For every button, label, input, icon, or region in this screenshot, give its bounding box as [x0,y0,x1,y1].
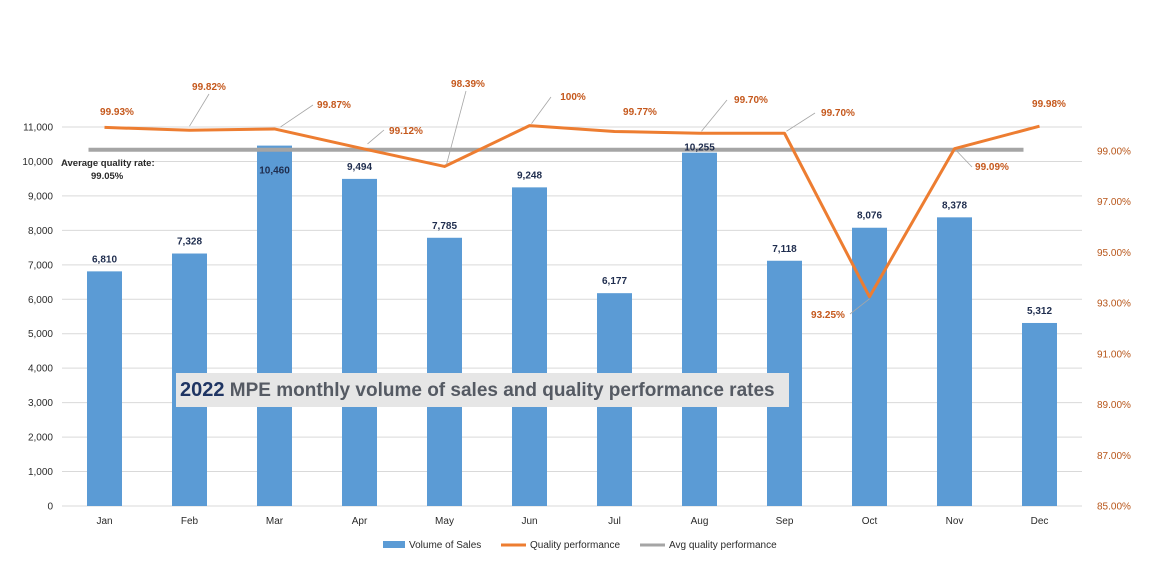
leader-line [956,150,973,168]
y-right-tick-label: 87.00% [1097,451,1131,462]
line-data-label: 99.70% [734,95,768,106]
leader-line [189,93,210,127]
y-left-tick-label: 7,000 [28,260,53,271]
x-tick-label: Oct [862,516,878,527]
x-tick-label: May [435,516,454,527]
leader-line [849,298,870,315]
x-tick-label: Dec [1031,516,1049,527]
x-tick-label: Nov [946,516,964,527]
leader-line [280,104,314,128]
bar [342,178,377,506]
x-tick-label: Mar [266,516,284,527]
bar-data-label: 6,177 [602,276,627,287]
gridlines [62,126,1082,507]
line-data-label: 99.12% [389,126,423,137]
legend-label-line: Quality performance [530,540,620,551]
sales-bars [87,145,1057,506]
y-left-tick-label: 1,000 [28,467,53,478]
quality-series-line [104,124,1040,299]
line-data-label: 99.87% [317,100,351,111]
y-left-tick-label: 6,000 [28,295,53,306]
y-left-tick-label: 9,000 [28,191,53,202]
x-tick-label: Jan [96,516,112,527]
label-leaders [189,90,973,315]
bar [427,237,462,506]
y-left-tick-label: 3,000 [28,398,53,409]
y-right-tick-label: 91.00% [1097,349,1131,360]
line-data-label: 93.25% [811,310,845,321]
bar-data-label: 9,494 [347,162,372,173]
legend: Volume of Sales Quality performance Avg qu… [383,540,777,551]
line-data-label: 99.98% [1032,99,1066,110]
y-right-tick-label: 85.00% [1097,502,1131,513]
x-tick-label: Aug [691,516,709,527]
bar-data-label: 7,328 [177,237,202,248]
leader-line [531,96,552,124]
avg-note-label: Average quality rate: [61,158,155,169]
bar [257,145,292,506]
bar-data-label: 9,248 [517,170,542,181]
y-left-tick-label: 10,000 [22,157,53,168]
x-tick-label: Jun [521,516,537,527]
leader-line [367,129,385,145]
legend-swatch-bars [383,541,405,548]
line-data-label: 99.70% [821,108,855,119]
data-labels: 6,810 7,328 10,460 9,494 7,785 9,248 6,177 10,2… [61,79,1066,321]
y-right-tick-label: 89.00% [1097,400,1131,411]
bar [852,227,887,506]
y-left-tick-label: 5,000 [28,329,53,340]
x-tick-label: Jul [608,516,621,527]
axes: 0 1,000 2,000 3,000 4,000 5,000 6,000 7,000 8,00… [22,123,1131,528]
x-tick-label: Feb [181,516,199,527]
quality-line [104,124,1040,299]
legend-label-bars: Volume of Sales [409,540,481,551]
x-tick-label: Sep [776,516,794,527]
y-right-tick-label: 93.00% [1097,299,1131,310]
leader-line [446,90,467,165]
y-left-tick-label: 2,000 [28,433,53,444]
line-data-label: 98.39% [451,79,485,90]
bar [1022,322,1057,506]
bar-data-label: 8,076 [857,211,882,222]
bar-data-label: 10,255 [684,143,715,154]
y-left-tick-label: 0 [47,502,53,513]
bar [682,152,717,506]
y-right-tick-label: 99.00% [1097,147,1131,158]
avg-note-value: 99.05% [91,171,124,182]
bar-data-label: 8,378 [942,200,967,211]
bar-data-label: 7,118 [772,244,797,255]
chart-title: 2022 MPE monthly volume of sales and qua… [176,373,789,407]
y-right-tick-label: 97.00% [1097,197,1131,208]
bar [937,217,972,506]
bar-data-label: 5,312 [1027,306,1052,317]
y-left-tick-label: 11,000 [23,123,53,134]
y-left-tick-label: 8,000 [28,226,53,237]
chart-title-year: 2022 [180,379,225,401]
chart-title-text: MPE monthly volume of sales and quality … [224,380,775,401]
x-tick-label: Apr [352,516,368,527]
bar-data-label: 10,460 [259,166,290,177]
leader-line [786,112,816,132]
leader-line [701,99,728,132]
line-data-label: 100% [560,92,586,103]
line-data-label: 99.09% [975,162,1009,173]
bar-data-label: 6,810 [92,254,117,265]
line-data-label: 99.77% [623,107,657,118]
bar [512,187,547,506]
line-data-label: 99.82% [192,82,226,93]
legend-label-avg: Avg quality performance [669,540,777,551]
y-left-tick-label: 4,000 [28,364,53,375]
bar [87,271,122,506]
bar-data-label: 7,785 [432,221,457,232]
line-data-label: 99.93% [100,107,134,118]
y-right-tick-label: 95.00% [1097,248,1131,259]
